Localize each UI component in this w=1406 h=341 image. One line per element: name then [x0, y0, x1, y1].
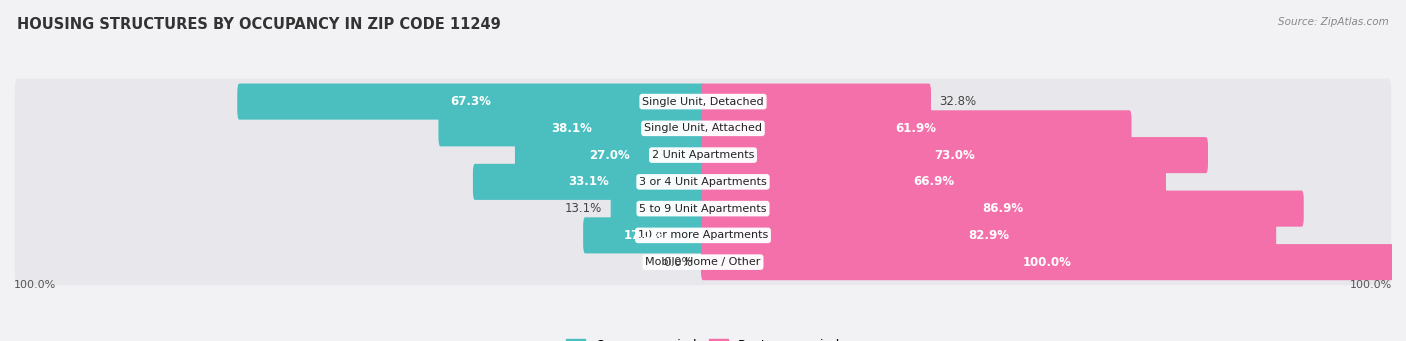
FancyBboxPatch shape: [702, 164, 1166, 200]
FancyBboxPatch shape: [238, 84, 704, 120]
Text: 38.1%: 38.1%: [551, 122, 592, 135]
Text: 13.1%: 13.1%: [565, 202, 602, 215]
FancyBboxPatch shape: [14, 186, 1392, 232]
Text: 100.0%: 100.0%: [14, 281, 56, 291]
FancyBboxPatch shape: [14, 159, 1392, 205]
Text: HOUSING STRUCTURES BY OCCUPANCY IN ZIP CODE 11249: HOUSING STRUCTURES BY OCCUPANCY IN ZIP C…: [17, 17, 501, 32]
Text: Mobile Home / Other: Mobile Home / Other: [645, 257, 761, 267]
Text: 17.1%: 17.1%: [624, 229, 665, 242]
Text: 27.0%: 27.0%: [589, 149, 630, 162]
Text: Single Unit, Detached: Single Unit, Detached: [643, 97, 763, 107]
FancyBboxPatch shape: [439, 110, 704, 146]
FancyBboxPatch shape: [702, 110, 1132, 146]
Text: 32.8%: 32.8%: [939, 95, 976, 108]
FancyBboxPatch shape: [515, 137, 704, 173]
FancyBboxPatch shape: [702, 217, 1277, 253]
Text: 61.9%: 61.9%: [896, 122, 936, 135]
Text: 86.9%: 86.9%: [981, 202, 1024, 215]
Text: 2 Unit Apartments: 2 Unit Apartments: [652, 150, 754, 160]
Text: 67.3%: 67.3%: [451, 95, 492, 108]
Text: 100.0%: 100.0%: [1350, 281, 1392, 291]
Text: 100.0%: 100.0%: [1024, 256, 1071, 269]
FancyBboxPatch shape: [14, 132, 1392, 178]
Text: 33.1%: 33.1%: [568, 175, 609, 188]
Text: 66.9%: 66.9%: [912, 175, 955, 188]
Text: 73.0%: 73.0%: [934, 149, 974, 162]
Text: 0.0%: 0.0%: [664, 256, 693, 269]
Text: Source: ZipAtlas.com: Source: ZipAtlas.com: [1278, 17, 1389, 27]
Text: 5 to 9 Unit Apartments: 5 to 9 Unit Apartments: [640, 204, 766, 213]
FancyBboxPatch shape: [702, 84, 931, 120]
Text: 10 or more Apartments: 10 or more Apartments: [638, 231, 768, 240]
Text: 3 or 4 Unit Apartments: 3 or 4 Unit Apartments: [640, 177, 766, 187]
FancyBboxPatch shape: [702, 244, 1393, 280]
FancyBboxPatch shape: [702, 191, 1303, 227]
FancyBboxPatch shape: [14, 239, 1392, 285]
Text: Single Unit, Attached: Single Unit, Attached: [644, 123, 762, 133]
Text: 82.9%: 82.9%: [969, 229, 1010, 242]
FancyBboxPatch shape: [610, 191, 704, 227]
FancyBboxPatch shape: [583, 217, 704, 253]
FancyBboxPatch shape: [14, 212, 1392, 258]
FancyBboxPatch shape: [702, 137, 1208, 173]
Legend: Owner-occupied, Renter-occupied: Owner-occupied, Renter-occupied: [561, 334, 845, 341]
FancyBboxPatch shape: [472, 164, 704, 200]
FancyBboxPatch shape: [14, 78, 1392, 124]
FancyBboxPatch shape: [14, 105, 1392, 151]
